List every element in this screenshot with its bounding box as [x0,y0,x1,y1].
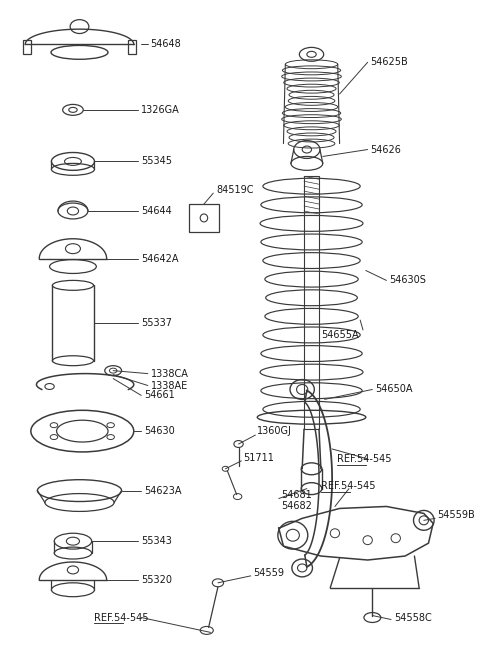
Bar [128,41,136,54]
Bar [24,41,31,54]
Text: 54559: 54559 [253,568,285,578]
Text: 54682: 54682 [282,502,312,512]
Text: 54650A: 54650A [375,384,413,394]
Bar [304,176,319,429]
Text: 55337: 55337 [141,318,172,328]
Text: 55345: 55345 [141,157,172,166]
Text: REF.54-545: REF.54-545 [321,481,375,491]
Text: 54625B: 54625B [371,57,408,67]
Text: 54648: 54648 [151,39,181,49]
Text: 54644: 54644 [141,206,172,216]
Text: 55320: 55320 [141,575,172,585]
Text: 1338AE: 1338AE [151,381,188,390]
Text: 1338CA: 1338CA [151,369,189,379]
Text: 54559B: 54559B [437,510,475,520]
Text: REF.54-545: REF.54-545 [95,612,149,622]
Text: 54642A: 54642A [141,253,179,263]
Bar [189,204,219,232]
Text: 54630: 54630 [144,426,175,436]
Text: 54681: 54681 [282,489,312,500]
Text: 54623A: 54623A [144,485,181,496]
Text: 54558C: 54558C [394,612,432,622]
Text: 1360GJ: 1360GJ [257,426,292,436]
Text: 55343: 55343 [141,536,172,546]
Text: 51711: 51711 [243,453,274,463]
Text: 54626: 54626 [371,145,401,155]
Text: 54655A: 54655A [321,330,359,340]
Text: 54630S: 54630S [389,275,426,286]
Text: 84519C: 84519C [216,185,253,195]
Text: 1326GA: 1326GA [141,105,180,115]
Text: REF.54-545: REF.54-545 [337,454,391,464]
Text: 54661: 54661 [144,390,175,400]
